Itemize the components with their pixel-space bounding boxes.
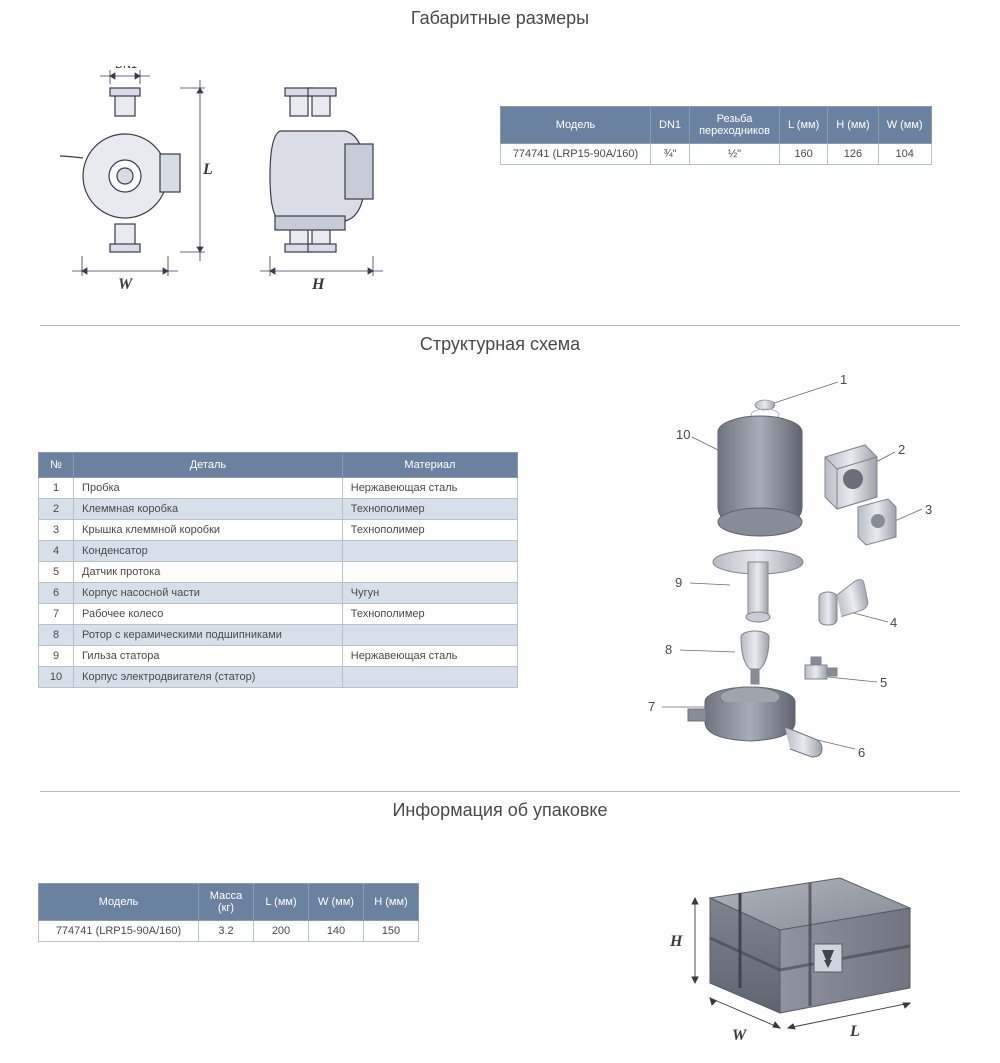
dims-th-thread: Резьба переходников bbox=[690, 107, 780, 144]
callout-5: 5 bbox=[880, 675, 887, 690]
table-row: 774741 (LRP15-90A/160) 3.2 200 140 150 bbox=[39, 921, 419, 942]
dims-th-h: H (мм) bbox=[828, 107, 878, 144]
pack-th-h: H (мм) bbox=[364, 884, 419, 921]
pump-dimension-drawing: DN1 bbox=[60, 66, 420, 296]
parts-th-n: № bbox=[39, 453, 74, 478]
dn1-label: DN1 bbox=[115, 66, 137, 71]
H-label: H bbox=[312, 276, 324, 294]
dims-th-l: L (мм) bbox=[780, 107, 828, 144]
table-row: 10Корпус электродвигателя (статор) bbox=[39, 667, 518, 688]
section2-title: Структурная схема bbox=[0, 334, 1000, 355]
table-row: 9Гильза статораНержавеющая сталь bbox=[39, 646, 518, 667]
table-row: 7Рабочее колесоТехнополимер bbox=[39, 604, 518, 625]
section3-title: Информация об упаковке bbox=[0, 800, 1000, 821]
pack-th-mass: Масса (кг) bbox=[199, 884, 254, 921]
pack-th-l: L (мм) bbox=[254, 884, 309, 921]
structure-section: № Деталь Материал 1ПробкаНержавеющая ста… bbox=[0, 367, 1000, 787]
L-label: L bbox=[203, 161, 213, 179]
callout-9: 9 bbox=[675, 575, 682, 590]
dimensions-table: Модель DN1 Резьба переходников L (мм) H … bbox=[500, 106, 932, 165]
table-row: 4Конденсатор bbox=[39, 541, 518, 562]
W-label: W bbox=[118, 276, 132, 294]
table-row: 2Клеммная коробкаТехнополимер bbox=[39, 499, 518, 520]
dims-th-dn1: DN1 bbox=[651, 107, 690, 144]
table-row: 5Датчик протока bbox=[39, 562, 518, 583]
callout-3: 3 bbox=[925, 502, 932, 517]
section1-title: Габаритные размеры bbox=[0, 8, 1000, 29]
callout-8: 8 bbox=[665, 642, 672, 657]
packaging-box-drawing: H W L bbox=[640, 848, 940, 1048]
callout-2: 2 bbox=[898, 442, 905, 457]
box-W-label: W bbox=[732, 1027, 748, 1044]
exploded-diagram: 1 2 3 4 5 6 7 8 9 10 bbox=[590, 367, 960, 767]
callout-1: 1 bbox=[840, 372, 847, 387]
table-row: 774741 (LRP15-90A/160) ¾" ½" 160 126 104 bbox=[501, 144, 932, 165]
box-H-label: H bbox=[669, 933, 683, 950]
packaging-section: Модель Масса (кг) L (мм) W (мм) H (мм) 7… bbox=[0, 833, 1000, 1063]
table-row: 6Корпус насосной частиЧугун bbox=[39, 583, 518, 604]
divider bbox=[40, 791, 960, 792]
callout-4: 4 bbox=[890, 615, 897, 630]
pack-th-model: Модель bbox=[39, 884, 199, 921]
divider bbox=[40, 325, 960, 326]
packaging-table: Модель Масса (кг) L (мм) W (мм) H (мм) 7… bbox=[38, 883, 419, 942]
table-row: 3Крышка клеммной коробкиТехнополимер bbox=[39, 520, 518, 541]
callout-7: 7 bbox=[648, 699, 655, 714]
dims-th-model: Модель bbox=[501, 107, 651, 144]
parts-table: № Деталь Материал 1ПробкаНержавеющая ста… bbox=[38, 452, 518, 688]
parts-th-part: Деталь bbox=[74, 453, 343, 478]
dimensions-section: DN1 bbox=[0, 41, 1000, 321]
callout-10: 10 bbox=[676, 427, 690, 442]
dims-th-w: W (мм) bbox=[878, 107, 931, 144]
box-L-label: L bbox=[849, 1023, 860, 1040]
parts-th-mat: Материал bbox=[342, 453, 517, 478]
table-row: 8Ротор с керамическими подшипниками bbox=[39, 625, 518, 646]
callout-6: 6 bbox=[858, 745, 865, 760]
pack-th-w: W (мм) bbox=[309, 884, 364, 921]
table-row: 1ПробкаНержавеющая сталь bbox=[39, 478, 518, 499]
